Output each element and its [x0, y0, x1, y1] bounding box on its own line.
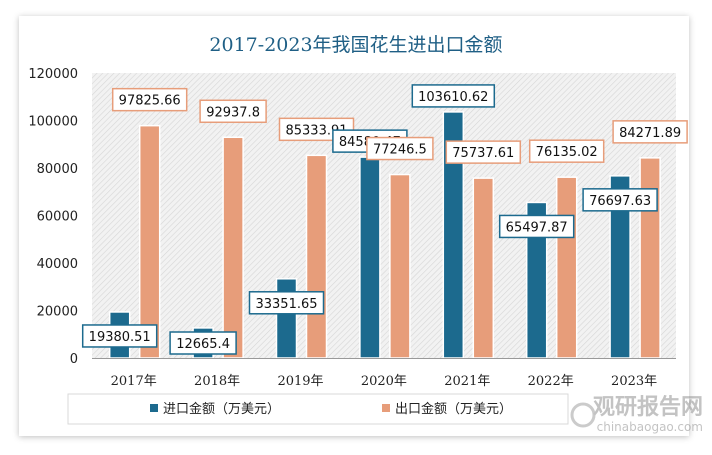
- export-data-label: 85333.91: [285, 123, 347, 138]
- import-data-label: 19380.51: [89, 330, 151, 345]
- import-bar: [275, 278, 298, 359]
- y-tick-label: 40000: [37, 257, 78, 272]
- import-data-label: 65497.87: [506, 220, 568, 235]
- export-legend-label: 出口金额（万美元）: [395, 401, 512, 417]
- export-bar: [305, 154, 328, 359]
- export-bar: [138, 124, 161, 359]
- plot-area: [92, 73, 676, 358]
- export-data-label-box: [612, 120, 688, 144]
- export-data-label-box: [199, 99, 267, 124]
- export-legend-swatch: [382, 404, 390, 412]
- export-data-label: 77246.5: [373, 143, 427, 158]
- import-data-label-box: [248, 291, 325, 315]
- export-bar: [389, 173, 411, 359]
- import-data-label-box: [498, 214, 575, 239]
- x-tick-label: 2023年: [611, 374, 657, 389]
- export-bar: [222, 136, 244, 359]
- export-bar: [555, 176, 578, 359]
- export-data-label-box: [445, 140, 522, 164]
- x-tick-label: 2020年: [361, 374, 407, 389]
- import-data-label: 12665.4: [176, 337, 230, 352]
- export-data-label: 92937.8: [206, 105, 260, 120]
- import-data-label-box: [582, 188, 658, 212]
- export-data-label-box: [528, 139, 605, 163]
- import-data-label: 33351.65: [255, 297, 317, 312]
- x-tick-label: 2021年: [444, 374, 490, 389]
- x-tick-label: 2022年: [528, 374, 574, 389]
- x-tick-label: 2017年: [111, 374, 157, 389]
- x-tick-label: 2018年: [194, 374, 240, 389]
- import-data-label-box: [169, 331, 237, 355]
- import-legend-swatch: [150, 404, 158, 412]
- watermark: 观研报告网 chinabaogao.com: [570, 395, 703, 434]
- export-data-label: 84271.89: [619, 126, 681, 141]
- y-tick-label: 0: [70, 352, 78, 367]
- y-tick-label: 120000: [28, 67, 78, 82]
- y-tick-label: 20000: [37, 305, 78, 320]
- export-data-label: 97825.66: [119, 94, 181, 109]
- import-legend-label: 进口金额（万美元）: [163, 401, 280, 417]
- import-data-label: 103610.62: [418, 90, 488, 105]
- export-data-label-box: [111, 87, 188, 112]
- import-data-label-box: [411, 84, 496, 108]
- watermark-url: chinabaogao.com: [597, 420, 703, 434]
- y-tick-label: 80000: [37, 162, 78, 177]
- watermark-brand: 观研报告网: [593, 395, 703, 420]
- export-data-label: 75737.61: [452, 146, 514, 161]
- y-tick-label: 100000: [28, 115, 78, 130]
- y-tick-label: 60000: [37, 210, 78, 225]
- x-tick-label: 2019年: [277, 374, 323, 389]
- chart-title: 2017-2023年我国花生进出口金额: [209, 34, 502, 56]
- import-data-label: 76697.63: [589, 194, 651, 209]
- watermark-logo-icon: [570, 402, 596, 428]
- import-bar: [359, 156, 381, 359]
- export-bar: [472, 177, 495, 359]
- export-data-label-box: [366, 136, 434, 161]
- export-data-label: 76135.02: [536, 145, 598, 160]
- export-bar: [639, 157, 661, 359]
- import-data-label-box: [81, 324, 158, 348]
